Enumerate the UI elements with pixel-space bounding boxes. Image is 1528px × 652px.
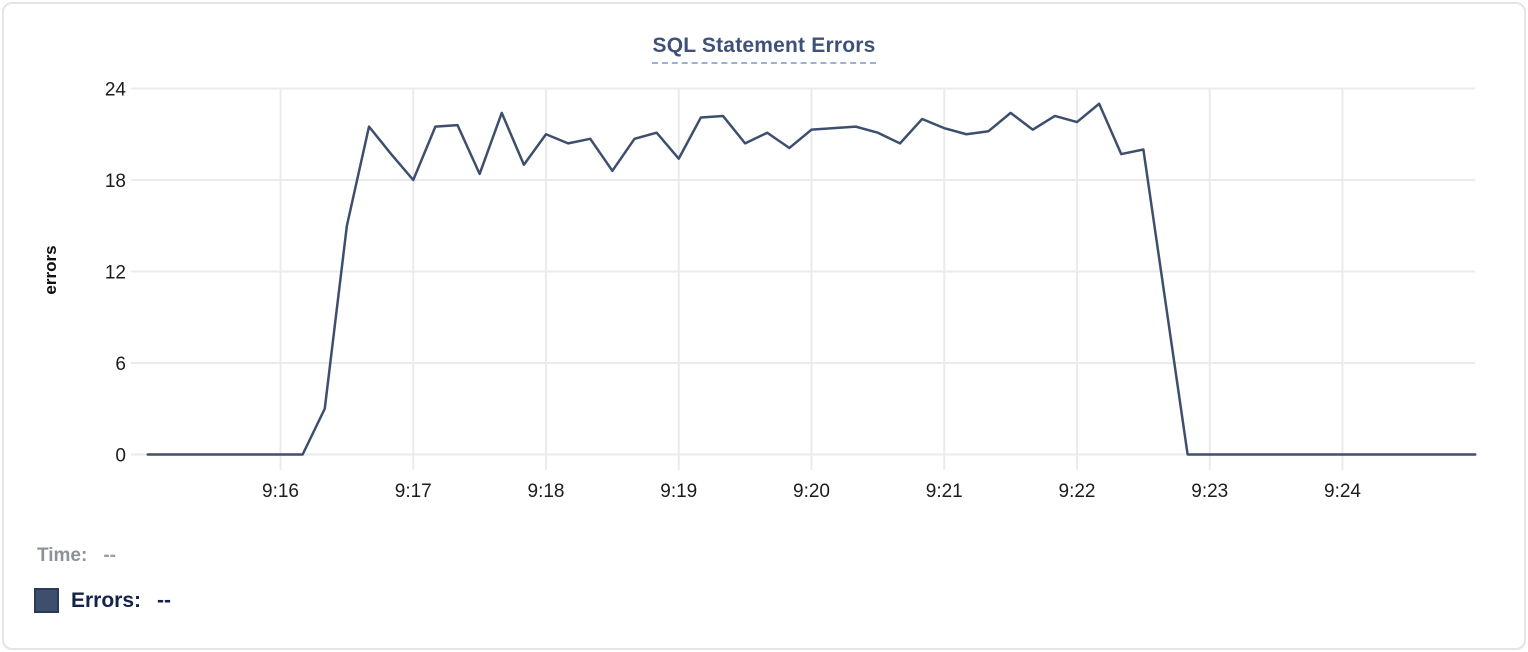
x-tick-label: 9:16 (262, 481, 299, 502)
errors-value: -- (157, 588, 172, 612)
x-tick-label: 9:18 (528, 481, 565, 502)
time-label: Time: (37, 545, 88, 566)
x-tick-label: 9:20 (793, 481, 830, 502)
x-tick-label: 9:24 (1324, 481, 1361, 502)
legend-errors-row[interactable]: Errors: -- (34, 588, 171, 613)
y-tick-label: 12 (105, 263, 126, 284)
x-tick-label: 9:17 (395, 481, 432, 502)
chart-title-bar: SQL Statement Errors (4, 34, 1524, 64)
tooltip-time-row: Time: -- (37, 545, 116, 567)
errors-series-line (146, 102, 1477, 456)
errors-line-chart[interactable]: 9:16 9:17 9:18 9:19 9:20 9:21 9:22 9:23 9:24 0 6 12… (4, 4, 1526, 516)
errors-series-swatch (34, 588, 59, 613)
chart-title[interactable]: SQL Statement Errors (652, 34, 876, 64)
x-tick-label: 9:21 (926, 481, 963, 502)
y-tick-label: 18 (105, 171, 126, 192)
time-value: -- (103, 545, 116, 566)
x-tick-label: 9:23 (1191, 481, 1228, 502)
x-tick-label: 9:19 (660, 481, 697, 502)
x-tick-label: 9:22 (1059, 481, 1096, 502)
y-tick-label: 6 (115, 354, 126, 375)
y-tick-label: 0 (115, 446, 126, 467)
y-axis-title: errors (41, 245, 60, 295)
y-tick-label: 24 (105, 80, 127, 101)
errors-label: Errors: (71, 588, 142, 612)
